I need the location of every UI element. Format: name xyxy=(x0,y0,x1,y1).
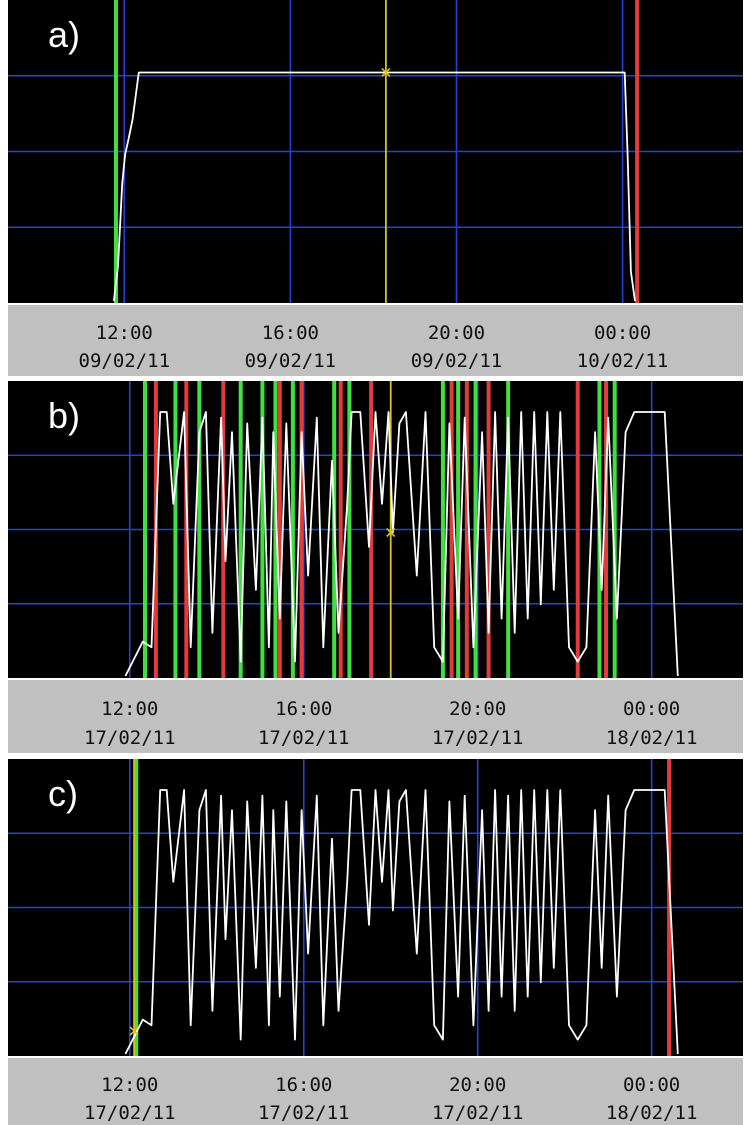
x-tick-date: 17/02/11 xyxy=(431,1102,524,1124)
panel-label: a) xyxy=(48,14,81,55)
cursor-marker-point xyxy=(129,1026,139,1036)
x-axis: 12:00 17/02/11 16:00 17/02/11 20:00 17/0… xyxy=(8,1056,743,1125)
x-tick-date: 17/02/11 xyxy=(431,727,524,749)
x-tick-time: 12:00 xyxy=(101,698,159,720)
x-tick-time: 12:00 xyxy=(95,322,153,344)
cursor-marker-point xyxy=(386,527,396,538)
x-axis: 12:00 17/02/11 16:00 17/02/11 20:00 17/0… xyxy=(8,678,743,753)
cursor-marker-stroke xyxy=(386,527,396,538)
data-series-line xyxy=(124,789,679,1055)
x-tick-date: 09/02/11 xyxy=(244,350,337,372)
x-tick-time: 12:00 xyxy=(101,1074,159,1096)
x-tick-date: 17/02/11 xyxy=(257,1102,350,1124)
x-tick-date: 17/02/11 xyxy=(84,1102,176,1124)
x-tick-time: 20:00 xyxy=(449,1074,507,1096)
x-tick-time: 00:00 xyxy=(593,322,652,344)
x-tick-date: 09/02/11 xyxy=(78,350,171,372)
x-tick-time: 20:00 xyxy=(449,698,507,720)
x-tick-date: 10/02/11 xyxy=(576,350,669,372)
x-tick-date: 18/02/11 xyxy=(605,1102,698,1124)
x-tick-time: 20:00 xyxy=(427,322,486,344)
plot-area: c) xyxy=(8,759,743,1056)
cursor-marker-point xyxy=(381,67,391,78)
plot-svg xyxy=(8,759,743,1056)
x-tick-date: 09/02/11 xyxy=(410,350,503,372)
cursor-marker-stroke xyxy=(129,1026,139,1036)
x-tick-time: 16:00 xyxy=(261,322,319,344)
plot-svg xyxy=(8,0,743,303)
x-tick-time: 00:00 xyxy=(623,1074,681,1096)
data-series-line xyxy=(124,411,679,677)
plot-area: a) xyxy=(8,0,743,303)
chart-panel-b: b) 12:00 17/02/11 16:00 17/02/11 20:00 1… xyxy=(8,381,743,753)
x-tick-date: 17/02/11 xyxy=(257,727,350,749)
panel-label: c) xyxy=(48,773,78,814)
x-tick-time: 00:00 xyxy=(623,698,681,720)
panel-label: b) xyxy=(48,395,81,436)
x-tick-time: 16:00 xyxy=(275,698,333,720)
plot-svg xyxy=(8,381,743,678)
x-axis: 12:00 09/02/11 16:00 09/02/11 20:00 09/0… xyxy=(8,303,743,376)
data-series-line xyxy=(113,71,636,302)
x-tick-time: 16:00 xyxy=(275,1074,333,1096)
x-tick-date: 17/02/11 xyxy=(84,727,176,749)
plot-area: b) xyxy=(8,381,743,678)
cursor-marker-stroke xyxy=(381,67,391,78)
chart-panel-a: a) 12:00 09/02/11 16:00 09/02/11 20:00 0… xyxy=(8,0,743,376)
x-tick-date: 18/02/11 xyxy=(605,727,698,749)
chart-panel-c: c) 12:00 17/02/11 16:00 17/02/11 20:00 1… xyxy=(8,759,743,1125)
